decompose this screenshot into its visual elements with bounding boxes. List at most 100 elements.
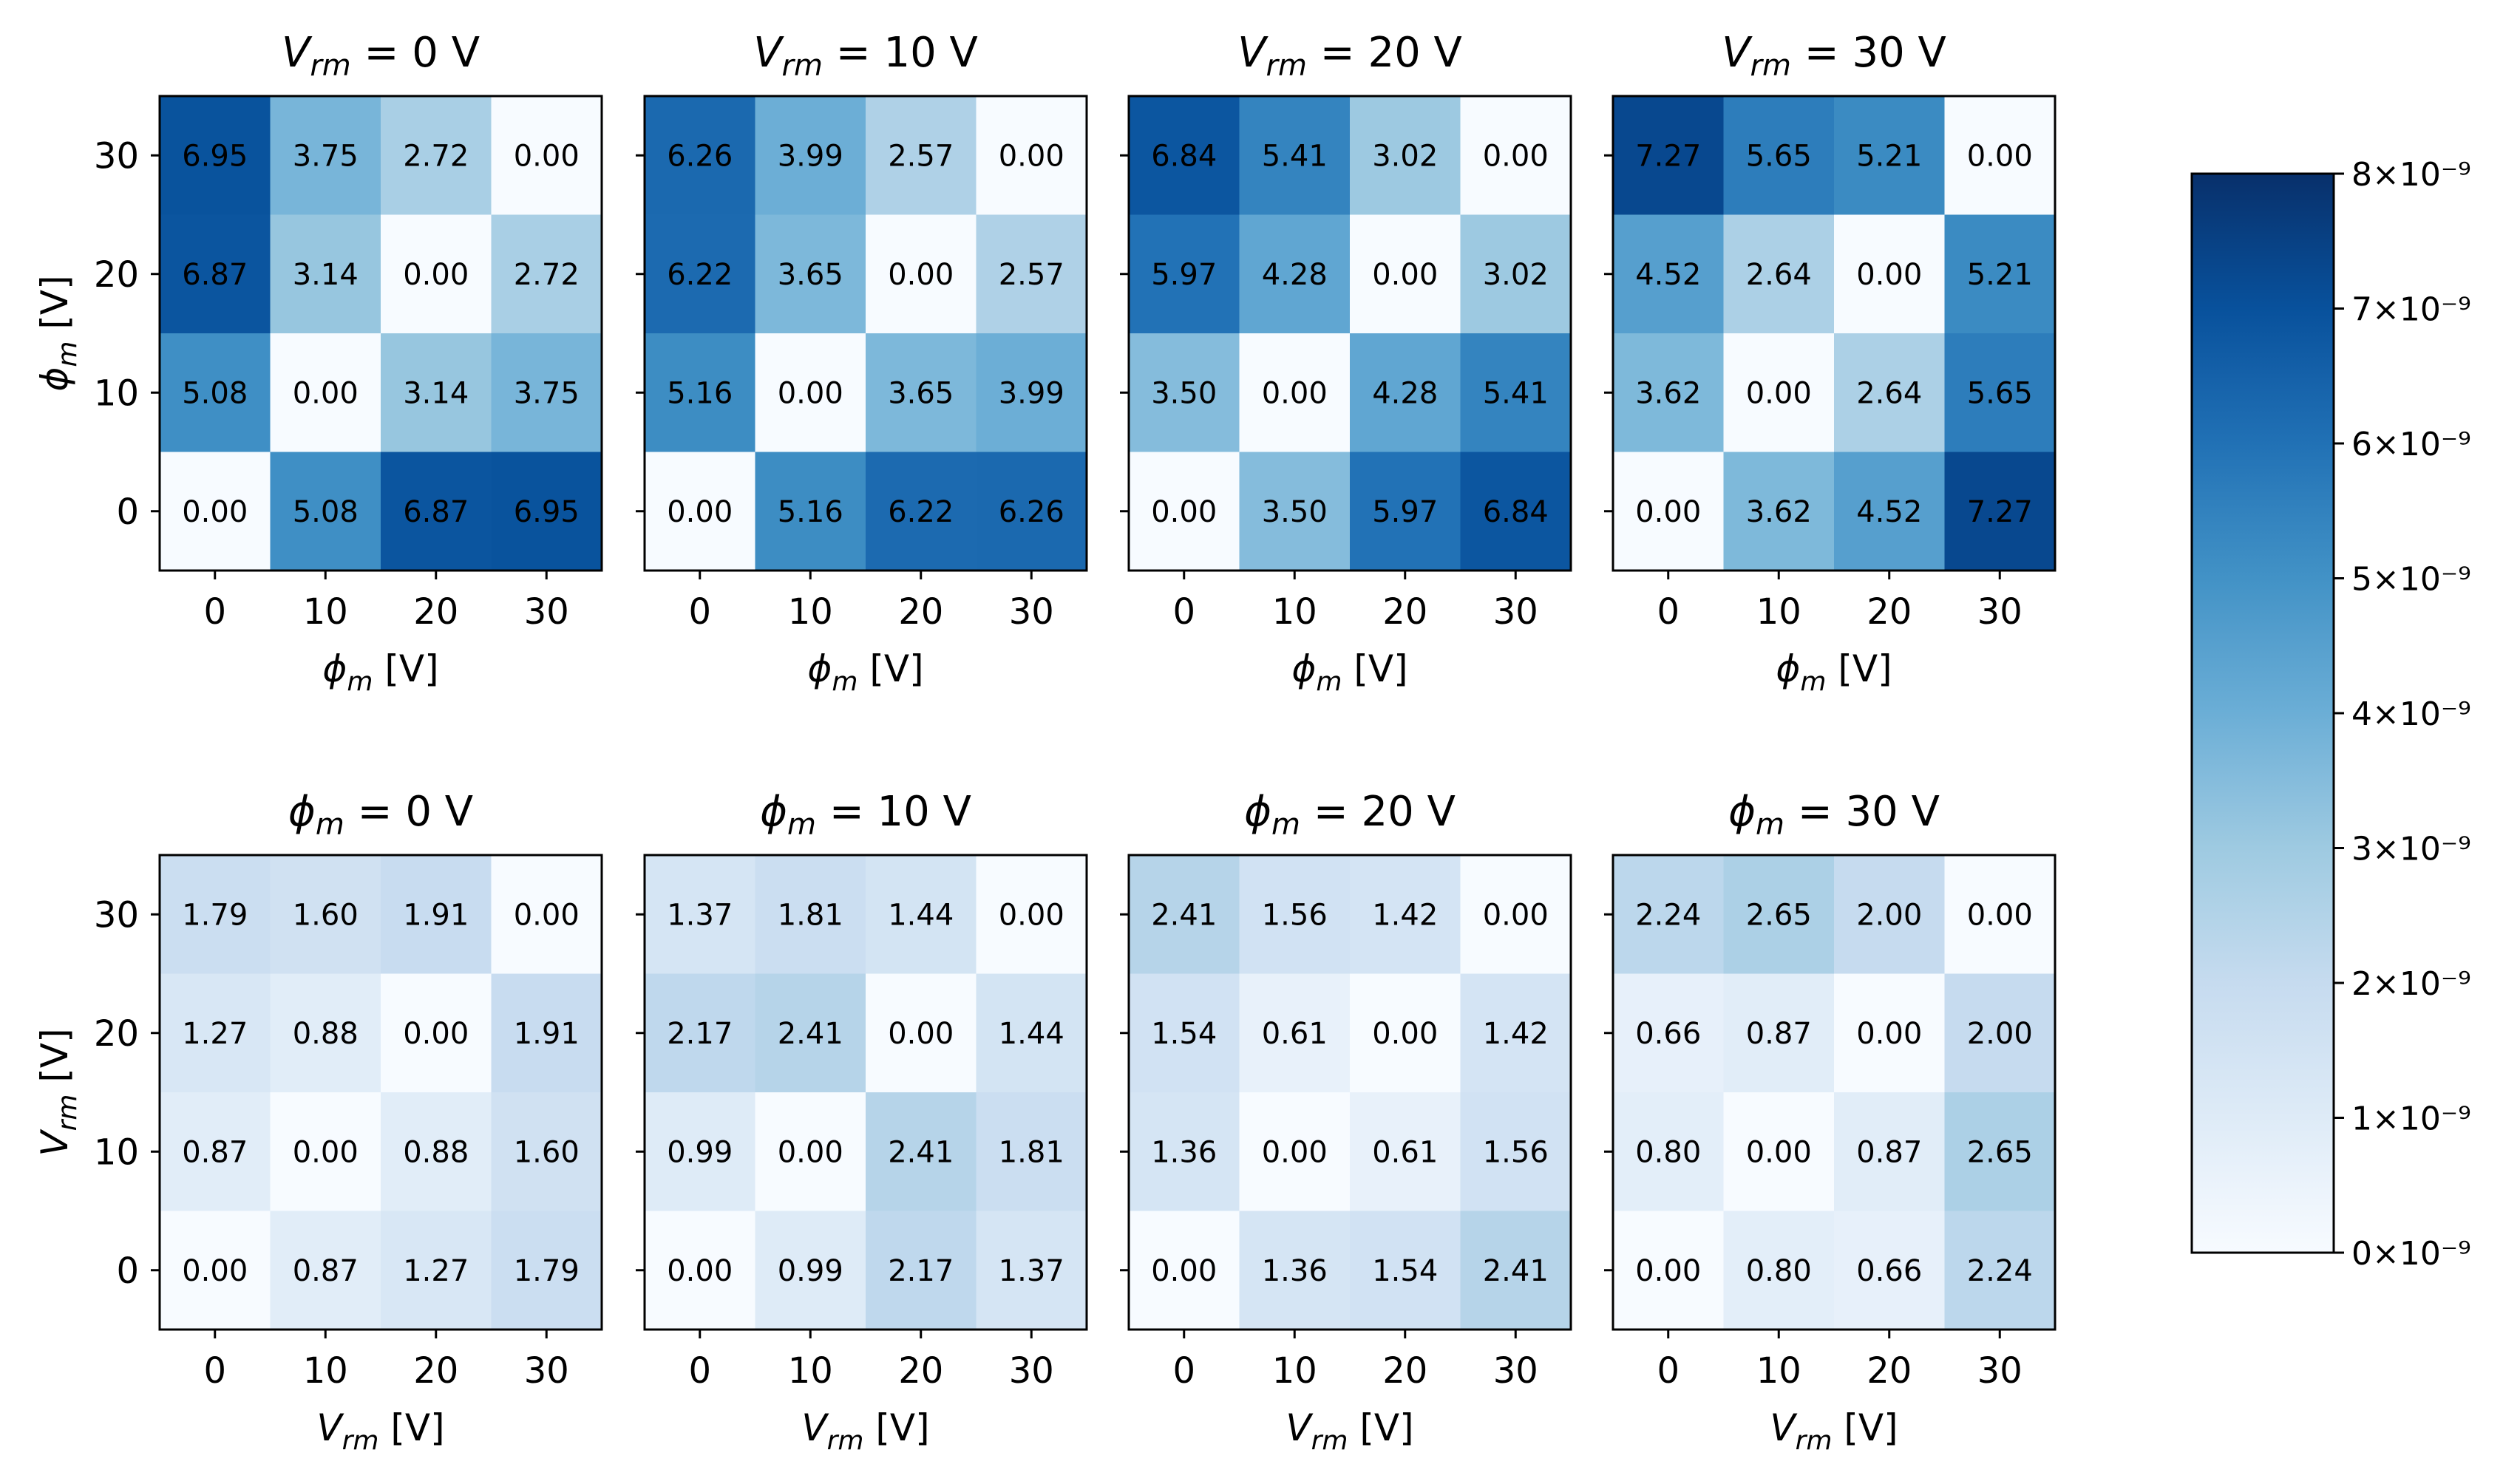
heatmap-cell: [645, 333, 756, 453]
colorbar-tick-label: 1×10⁻⁹: [2351, 1100, 2471, 1138]
x-tick-label: 30: [1977, 591, 2023, 633]
cell-value-label: 6.84: [1151, 139, 1217, 173]
heatmap-cell: [1129, 96, 1240, 216]
cell-value-label: 0.66: [1635, 1017, 1701, 1051]
x-tick-label: 10: [788, 591, 833, 633]
heatmap-cell: [755, 333, 866, 453]
heatmap-cell: [976, 452, 1087, 571]
cell-value-label: 4.28: [1262, 258, 1328, 292]
cell-value-label: 0.00: [403, 1017, 469, 1051]
heatmap-cell: [976, 973, 1087, 1093]
cell-value-label: 5.08: [182, 376, 248, 410]
cell-value-label: 0.66: [1856, 1254, 1922, 1288]
heatmap-cell: [866, 855, 977, 975]
cell-value-label: 0.00: [1483, 139, 1549, 173]
colorbar-tick-label: 2×10⁻⁹: [2351, 965, 2471, 1003]
heatmap-cell: [1944, 96, 2056, 216]
cell-value-label: 0.00: [888, 1017, 954, 1051]
heatmap-cell: [1723, 855, 1835, 975]
cell-value-label: 3.99: [778, 139, 843, 173]
heatmap-cell: [645, 855, 756, 975]
heatmap-cell: [1944, 855, 2056, 975]
y-tick-label: 20: [94, 254, 139, 296]
cell-value-label: 3.65: [778, 258, 843, 292]
heatmap-cell: [1350, 214, 1461, 334]
heatmap-cell: [1723, 1211, 1835, 1330]
cell-value-label: 2.65: [1746, 898, 1812, 932]
x-axis-label: Vrm [V]: [1770, 1406, 1898, 1456]
cell-value-label: 6.26: [999, 495, 1064, 529]
heatmap-cell: [1613, 452, 1725, 571]
heatmap-panels: Vrm = 0 V 6.95 3.75 2.72 0.00 6.87 3.14 0.00 2.7…: [33, 29, 2057, 1456]
cell-value-label: 5.21: [1967, 258, 2033, 292]
cell-value-label: 0.00: [778, 376, 843, 410]
cell-value-label: 1.79: [182, 898, 248, 932]
heatmap-cell: [160, 96, 271, 216]
cell-value-label: 0.00: [1151, 495, 1217, 529]
x-axis-label: ϕm [V]: [322, 647, 438, 697]
heatmap-cell: [755, 1092, 866, 1212]
cell-value-label: 1.60: [514, 1135, 580, 1169]
heatmap-cell: [976, 333, 1087, 453]
heatmap-cell: [976, 855, 1087, 975]
panel-title: ϕm = 20 V: [1244, 788, 1456, 842]
x-tick-label: 30: [524, 1350, 569, 1392]
heatmap-cell: [160, 452, 271, 571]
x-tick-label: 30: [1493, 591, 1538, 633]
colorbar-tick-label: 0×10⁻⁹: [2351, 1235, 2471, 1273]
cell-value-label: 0.00: [999, 898, 1064, 932]
heatmap-cell: [381, 1092, 492, 1212]
heatmap-cell: [1350, 973, 1461, 1093]
cell-value-label: 0.00: [1967, 898, 2033, 932]
x-tick-label: 0: [203, 591, 226, 633]
heatmap-cell: [755, 96, 866, 216]
heatmap-cell: [755, 452, 866, 571]
heatmap-cell: [1239, 214, 1351, 334]
cell-value-label: 6.87: [403, 495, 469, 529]
cell-value-label: 3.02: [1372, 139, 1438, 173]
cell-value-label: 0.00: [403, 258, 469, 292]
heatmap-cell: [1239, 1092, 1351, 1212]
cell-value-label: 2.41: [778, 1017, 843, 1051]
x-tick-label: 20: [1382, 591, 1427, 633]
heatmap-panel-vrm-0: Vrm = 0 V 6.95 3.75 2.72 0.00 6.87 3.14 0.00 2.7…: [33, 29, 603, 697]
heatmap-cell: [645, 1211, 756, 1330]
heatmap-cell: [1723, 214, 1835, 334]
heatmap-cell: [381, 96, 492, 216]
heatmap-cell: [645, 1092, 756, 1212]
cell-value-label: 0.00: [514, 898, 580, 932]
cell-value-label: 4.52: [1635, 258, 1701, 292]
cell-value-label: 3.62: [1746, 495, 1812, 529]
heatmap-cell: [1129, 333, 1240, 453]
cell-value-label: 0.00: [1483, 898, 1549, 932]
cell-value-label: 0.00: [778, 1135, 843, 1169]
cell-value-label: 2.17: [667, 1017, 733, 1051]
x-tick-label: 0: [1172, 591, 1195, 633]
y-tick-label: 10: [94, 1131, 139, 1173]
cell-value-label: 0.00: [1635, 495, 1701, 529]
heatmap-cell: [1239, 973, 1351, 1093]
cell-value-label: 0.00: [293, 1135, 359, 1169]
heatmap-cell: [1129, 855, 1240, 975]
cell-value-label: 0.00: [1262, 1135, 1328, 1169]
cell-value-label: 2.72: [514, 258, 580, 292]
cell-value-label: 3.02: [1483, 258, 1549, 292]
heatmap-cell: [866, 1092, 977, 1212]
panel-title: ϕm = 10 V: [760, 788, 971, 842]
heatmap-cell: [270, 1211, 381, 1330]
x-axis-label: ϕm [V]: [1776, 647, 1892, 697]
heatmap-cell: [1239, 96, 1351, 216]
heatmap-cell: [1613, 855, 1725, 975]
cell-value-label: 0.00: [888, 258, 954, 292]
heatmap-cell: [381, 973, 492, 1093]
panel-frame: [643, 854, 1088, 1331]
heatmap-cell: [491, 973, 602, 1093]
cell-value-label: 0.88: [403, 1135, 469, 1169]
heatmap-cell: [1239, 452, 1351, 571]
x-tick-label: 10: [1756, 1350, 1801, 1392]
heatmap-cell: [1129, 452, 1240, 571]
x-tick-label: 0: [1657, 1350, 1680, 1392]
y-tick-label: 0: [116, 1250, 139, 1292]
cell-value-label: 6.87: [182, 258, 248, 292]
cell-value-label: 1.54: [1151, 1017, 1217, 1051]
